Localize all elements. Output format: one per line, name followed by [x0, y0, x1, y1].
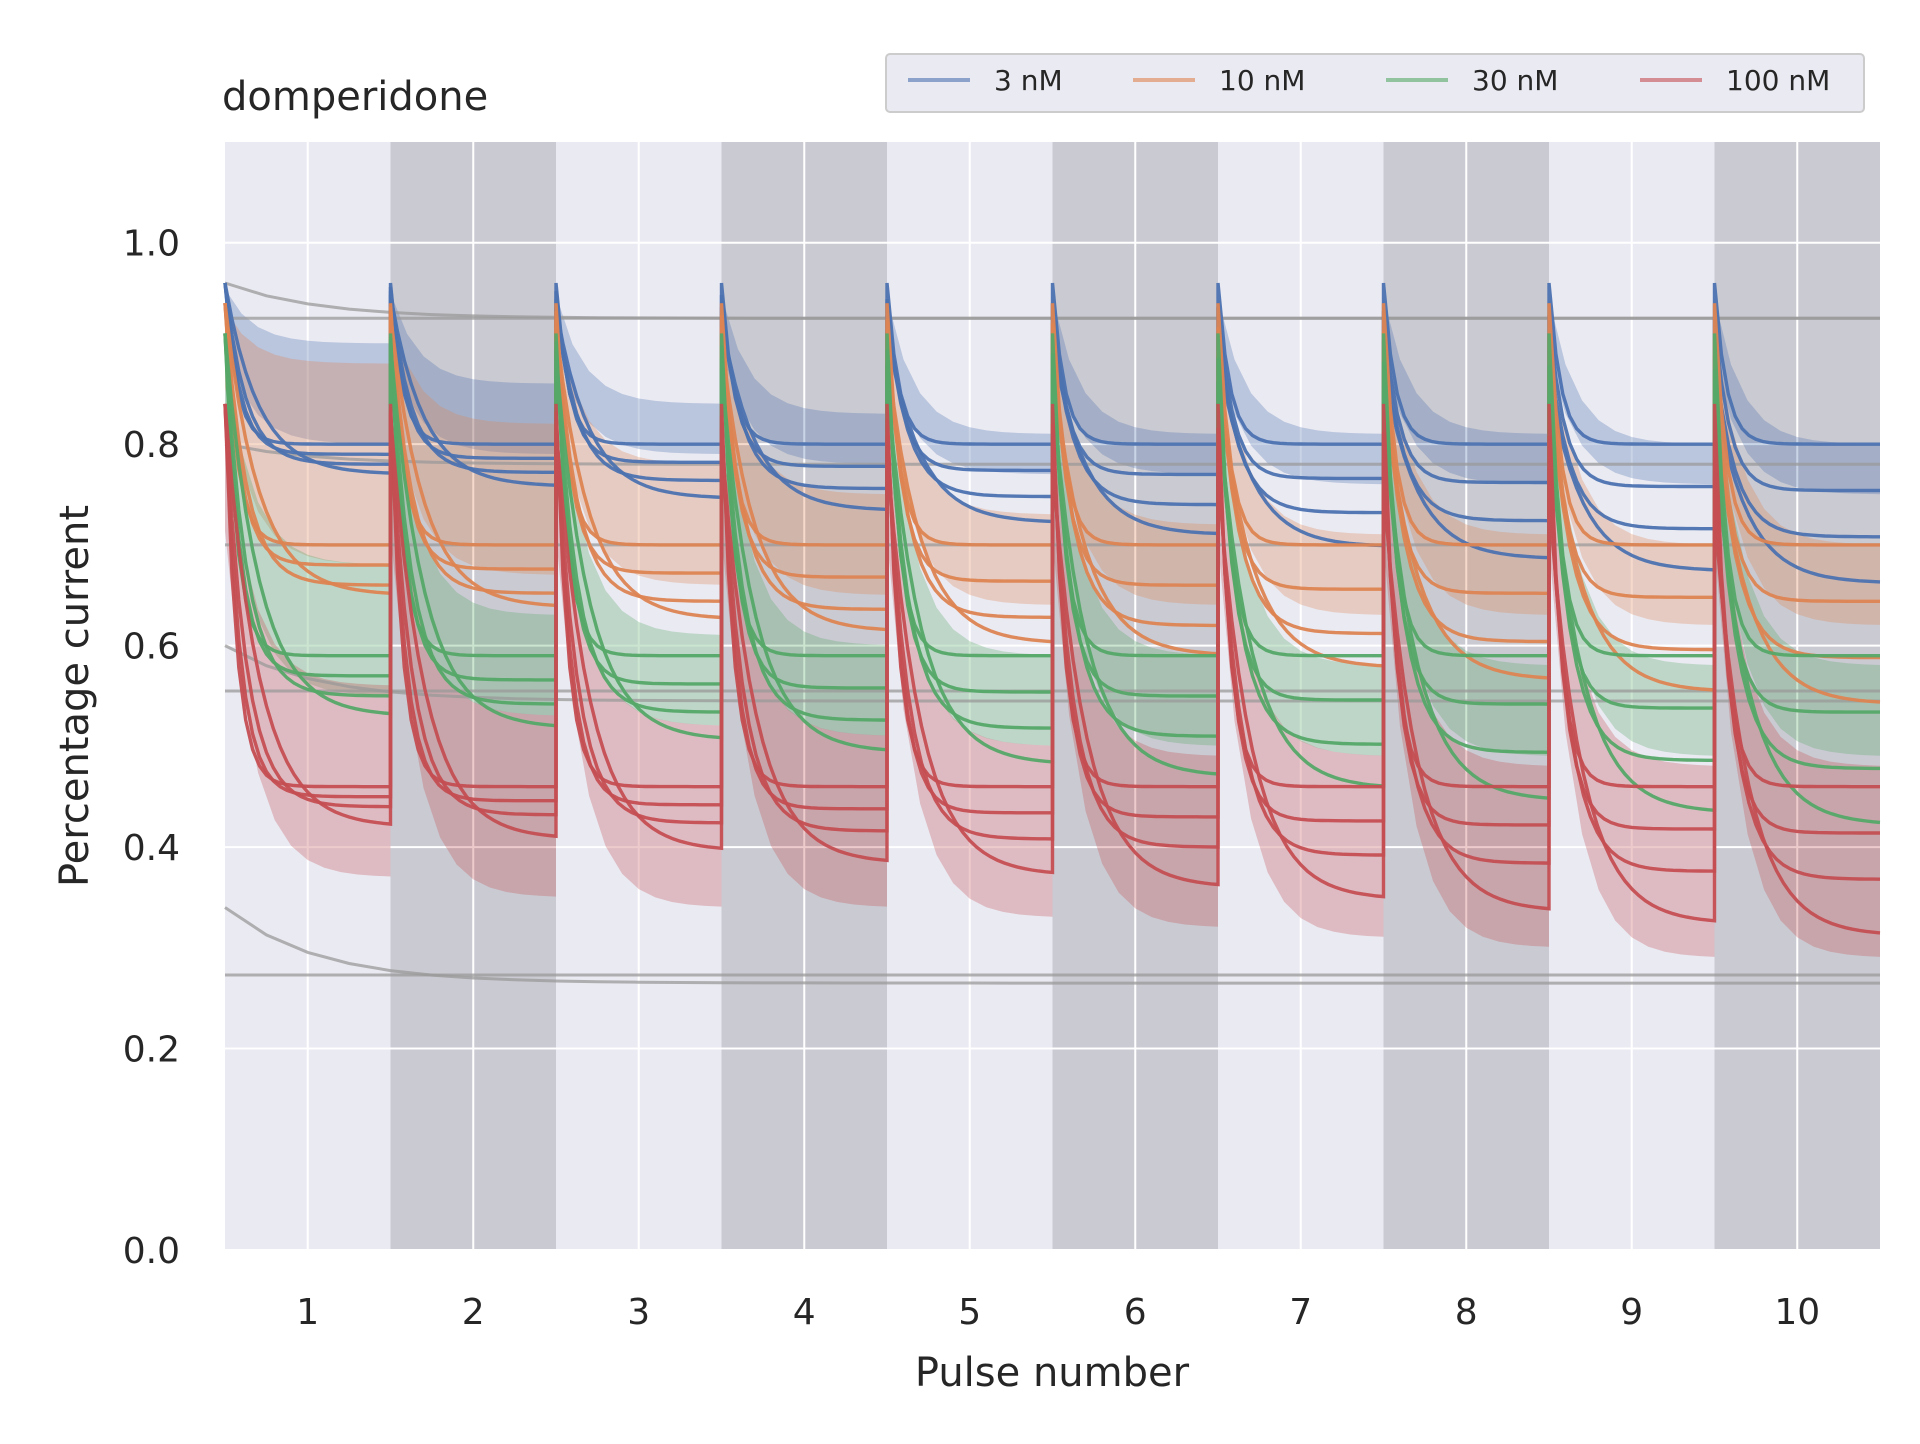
tick-labels: 1 2 3 4 5 6 7 8 9 10 0.0 0.2 0.4 0.6 0.8 1.0 [123, 224, 1820, 1333]
x-tick-label: 5 [958, 1292, 981, 1333]
x-tick-label: 9 [1620, 1292, 1643, 1333]
legend: 3 nM 10 nM 30 nM 100 nM [885, 53, 1865, 113]
y-axis-label: Percentage current [52, 505, 98, 887]
y-tick-label: 0.0 [123, 1231, 180, 1272]
y-tick-label: 0.4 [123, 828, 180, 869]
y-tick-label: 0.8 [123, 425, 180, 466]
chart-title: domperidone [222, 74, 488, 120]
x-tick-label: 6 [1124, 1292, 1147, 1333]
legend-box [885, 53, 1865, 113]
x-tick-label: 1 [296, 1292, 319, 1333]
legend-label: 3 nM [994, 64, 1063, 97]
legend-label: 100 nM [1726, 64, 1830, 97]
legend-label: 10 nM [1219, 64, 1305, 97]
reference-line [224, 906, 1880, 985]
band-100-nM [225, 432, 1880, 957]
x-tick-label: 8 [1455, 1292, 1478, 1333]
y-tick-label: 0.6 [123, 627, 180, 668]
y-tick-label: 0.2 [123, 1030, 180, 1071]
x-tick-label: 7 [1289, 1292, 1312, 1333]
x-tick-label: 3 [627, 1292, 650, 1333]
x-tick-label: 4 [793, 1292, 816, 1333]
x-tick-label: 2 [462, 1292, 485, 1333]
legend-label: 30 nM [1472, 64, 1558, 97]
y-tick-label: 1.0 [123, 224, 180, 265]
series-lines [223, 282, 1881, 935]
x-tick-label: 10 [1774, 1292, 1820, 1333]
x-axis-label: Pulse number [915, 1350, 1190, 1396]
fit-line-100-nM [223, 403, 1881, 935]
